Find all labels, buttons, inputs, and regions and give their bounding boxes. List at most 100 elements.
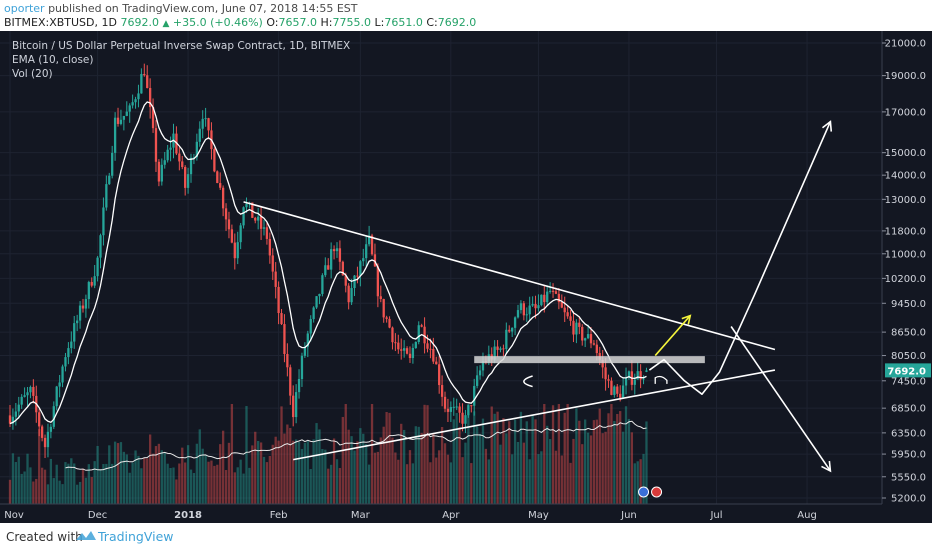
candle-body bbox=[274, 271, 277, 287]
price-chart[interactable]: 21000.0 19000.0 17000.0 15000.0 14000.0 13000… bbox=[0, 31, 932, 523]
volume-bar bbox=[259, 442, 263, 504]
time-axis-label: Aug bbox=[797, 510, 817, 521]
candle-body bbox=[402, 348, 406, 351]
candle-body bbox=[586, 334, 590, 339]
candle-body bbox=[616, 386, 619, 394]
volume-bar bbox=[414, 426, 417, 504]
yellow-arrow-head bbox=[681, 314, 692, 325]
price-tick-label: 5950.0 bbox=[891, 450, 926, 461]
candle-body bbox=[289, 367, 292, 396]
volume-bar bbox=[496, 411, 499, 504]
volume-bar bbox=[604, 431, 607, 504]
chart-area[interactable]: 21000.0 19000.0 17000.0 15000.0 14000.0 13000… bbox=[0, 31, 932, 523]
volume-bar bbox=[294, 439, 298, 504]
volume-bar bbox=[511, 454, 514, 504]
volume-bar bbox=[286, 424, 289, 504]
candle-body bbox=[621, 385, 625, 398]
price-tick-label: 6850.0 bbox=[891, 404, 926, 415]
volume-bar bbox=[189, 469, 193, 504]
candle-body bbox=[192, 157, 196, 159]
volume-bar bbox=[14, 462, 17, 504]
candle-body bbox=[446, 408, 450, 412]
candle-body bbox=[607, 379, 610, 381]
symbol-label: BITMEX:XBTUSD, 1D bbox=[4, 16, 117, 29]
volume-bar bbox=[332, 438, 336, 504]
candle-body bbox=[376, 266, 380, 297]
volume-bar bbox=[99, 469, 102, 504]
volume-bar bbox=[566, 404, 569, 504]
volume-bar bbox=[140, 468, 143, 504]
candle-body bbox=[20, 396, 23, 405]
candle-body bbox=[134, 99, 137, 103]
author-link[interactable]: oporter bbox=[4, 2, 45, 15]
volume-bar bbox=[289, 427, 292, 504]
price-tick-label: 9450.0 bbox=[891, 299, 926, 310]
volume-bar bbox=[376, 451, 380, 504]
volume-bar bbox=[429, 462, 432, 504]
volume-bar bbox=[102, 464, 105, 504]
time-axis-label: Mar bbox=[351, 510, 371, 521]
candle-body bbox=[207, 118, 210, 131]
volume-bar bbox=[619, 411, 622, 504]
volume-bar bbox=[198, 429, 201, 504]
volume-bar bbox=[560, 455, 563, 504]
volume-bar bbox=[481, 418, 485, 504]
candle-body bbox=[38, 412, 41, 427]
candle-body bbox=[64, 357, 67, 367]
candle-body bbox=[143, 73, 146, 76]
volume-bar bbox=[105, 463, 108, 504]
candle-body bbox=[473, 385, 476, 406]
candle-body bbox=[318, 293, 321, 297]
candle-body bbox=[440, 385, 444, 397]
candle-body bbox=[347, 285, 350, 303]
candle-body bbox=[426, 343, 429, 349]
candle-body bbox=[475, 375, 479, 386]
candle-body bbox=[508, 329, 511, 332]
price-tick-label: 5200.0 bbox=[891, 494, 926, 505]
candle-body bbox=[122, 115, 126, 120]
volume-bar bbox=[475, 426, 479, 504]
candle-body bbox=[300, 355, 304, 379]
candle-body bbox=[554, 291, 558, 294]
candle-body bbox=[184, 167, 187, 188]
candle-body bbox=[259, 216, 263, 229]
candle-body bbox=[227, 219, 231, 230]
candle-body bbox=[151, 107, 155, 129]
volume-bar bbox=[417, 426, 420, 504]
volume-bar bbox=[175, 479, 178, 504]
high-label: H: bbox=[320, 16, 333, 29]
candle-body bbox=[516, 310, 520, 318]
up-arrow-icon: ▲ bbox=[162, 19, 170, 29]
candle-body bbox=[394, 342, 397, 344]
volume-bar bbox=[312, 439, 315, 504]
volume-bar bbox=[186, 445, 190, 504]
candle-body bbox=[519, 303, 523, 311]
volume-bar bbox=[143, 457, 146, 504]
volume-bar bbox=[435, 457, 438, 504]
candle-body bbox=[87, 282, 90, 300]
volume-bar bbox=[490, 406, 493, 504]
volume-bar bbox=[137, 455, 140, 504]
volume-bar bbox=[359, 428, 362, 504]
tradingview-brand[interactable]: TradingView bbox=[98, 529, 174, 544]
volume-bar bbox=[394, 452, 397, 504]
volume-bar bbox=[630, 432, 634, 504]
volume-bar bbox=[531, 414, 534, 504]
volume-bar bbox=[610, 404, 613, 504]
volume-bar bbox=[397, 459, 400, 504]
candle-body bbox=[443, 396, 447, 409]
candle-body bbox=[411, 348, 415, 359]
volume-bar bbox=[125, 454, 128, 504]
volume-bar bbox=[172, 467, 175, 504]
volume-bar bbox=[627, 418, 631, 504]
volume-bar bbox=[181, 447, 184, 504]
candle-body bbox=[84, 299, 88, 309]
candle-body bbox=[303, 346, 307, 356]
candle-body bbox=[166, 149, 169, 161]
candle-body bbox=[581, 326, 584, 341]
resistance-band bbox=[474, 356, 705, 364]
price-change: +35.0 (+0.46%) bbox=[172, 16, 263, 29]
price-tick-label: 7450.0 bbox=[891, 376, 926, 387]
footer: Created with TradingView bbox=[0, 523, 932, 550]
candle-body bbox=[11, 416, 15, 424]
